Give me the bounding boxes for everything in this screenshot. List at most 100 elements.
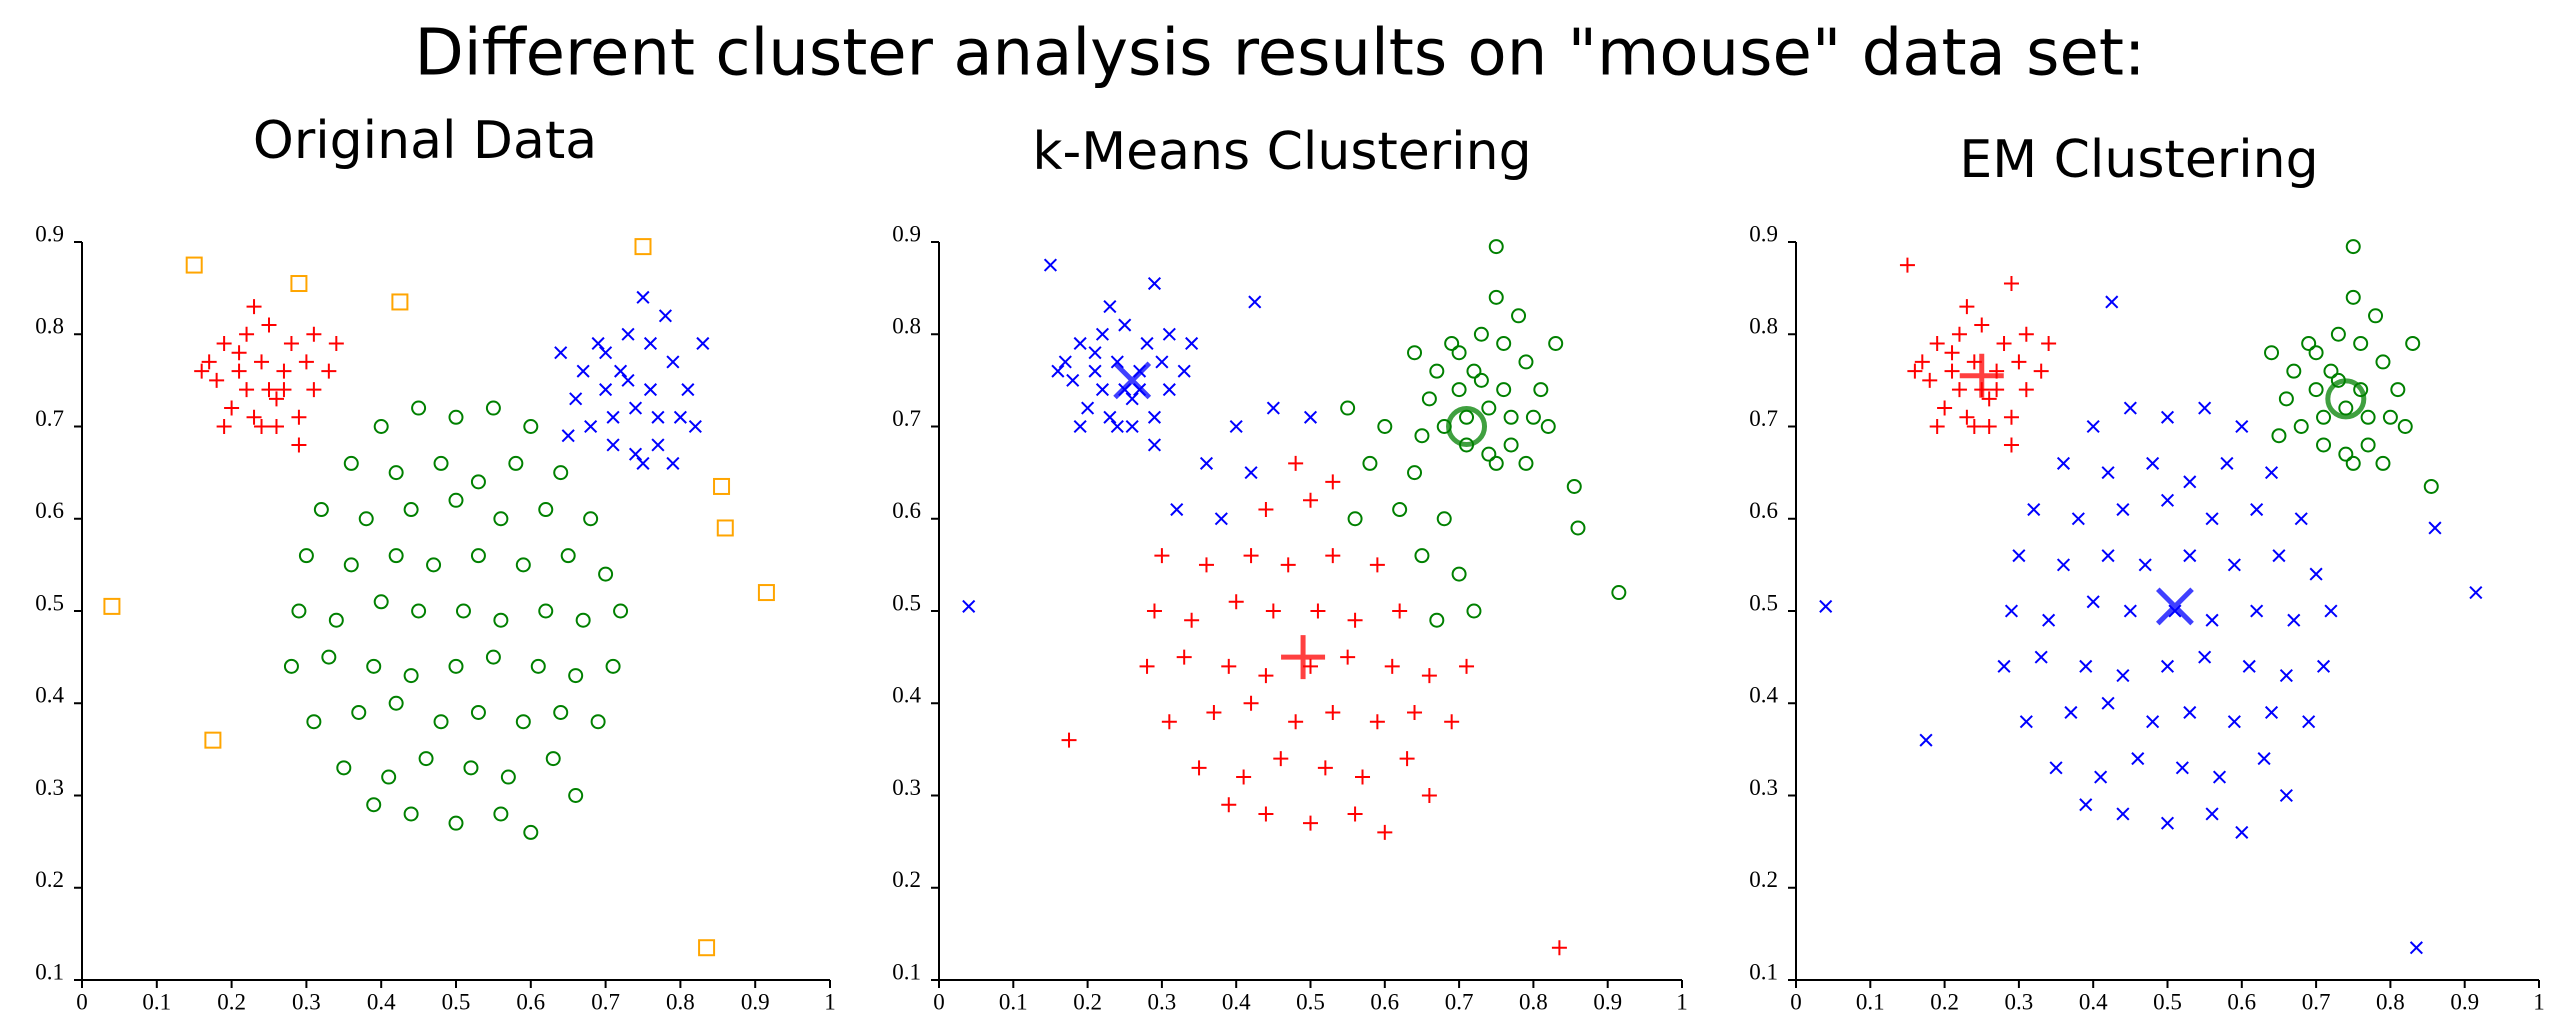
data-point: [1570, 520, 1586, 536]
data-point: [1488, 455, 1504, 471]
data-point: [605, 658, 621, 674]
data-point: [216, 335, 232, 351]
data-point: [2198, 650, 2212, 664]
x-tick-label: 0.3: [1148, 989, 1177, 1014]
data-point: [448, 492, 464, 508]
data-point: [411, 603, 427, 619]
x-tick-label: 0.8: [2376, 989, 2405, 1014]
data-point: [1073, 336, 1087, 351]
cluster-center: [1446, 406, 1488, 447]
data-point: [2345, 289, 2361, 305]
data-point: [366, 797, 382, 813]
data-point: [1103, 410, 1117, 424]
data-point: [2027, 502, 2041, 517]
x-tick-label: 0.3: [2005, 989, 2034, 1014]
data-point: [1414, 548, 1430, 564]
data-point: [2375, 354, 2391, 370]
data-point: [2019, 715, 2033, 729]
data-point: [433, 714, 449, 730]
data-point: [493, 612, 509, 628]
data-point: [306, 714, 322, 730]
data-point: [1421, 668, 1437, 684]
data-point: [636, 290, 650, 304]
data-point: [1511, 308, 1527, 324]
x-tick-label: 0.2: [217, 989, 246, 1014]
data-point: [1103, 300, 1117, 314]
x-tick-label: 0.7: [591, 989, 620, 1014]
x-tick-label: 0.2: [1930, 989, 1959, 1014]
data-point: [1444, 335, 1460, 351]
x-tick-label: 0.9: [2450, 989, 2479, 1014]
data-point: [2309, 567, 2323, 581]
data-point: [1907, 363, 1923, 379]
data-point: [2116, 669, 2130, 683]
data-point: [2308, 345, 2324, 361]
data-point: [1937, 400, 1953, 416]
data-point: [2360, 409, 2376, 425]
data-point: [1258, 668, 1274, 684]
data-point: [291, 437, 307, 453]
data-point: [1317, 760, 1333, 776]
x-tick-label: 0.2: [1073, 989, 1102, 1014]
data-point: [2338, 446, 2354, 462]
data-point: [1451, 566, 1467, 582]
data-point: [1347, 612, 1363, 628]
data-point: [2272, 549, 2286, 563]
data-point: [426, 557, 442, 573]
data-point: [523, 824, 539, 840]
y-tick-label: 0.3: [35, 775, 64, 800]
data-point: [1177, 364, 1191, 378]
data-point: [1997, 659, 2011, 673]
data-point: [1414, 428, 1430, 444]
x-tick-label: 1: [2533, 989, 2545, 1014]
data-point: [1199, 456, 1214, 470]
data-point: [590, 714, 606, 730]
data-point: [1407, 345, 1423, 361]
data-point: [1922, 372, 1938, 388]
y-tick-label: 0.2: [35, 867, 64, 892]
x-tick-label: 0.5: [1296, 989, 1325, 1014]
data-point: [1421, 391, 1437, 407]
data-point: [696, 336, 710, 351]
data-point: [2316, 659, 2331, 673]
data-point: [328, 335, 344, 351]
data-point: [2353, 382, 2369, 398]
data-point: [2079, 659, 2093, 673]
data-point: [1184, 612, 1200, 628]
data-point: [1229, 419, 1243, 434]
data-point: [1481, 400, 1497, 416]
data-point: [321, 649, 337, 665]
x-tick-label: 0: [933, 989, 945, 1014]
data-point: [298, 354, 314, 370]
y-tick-label: 0.6: [1749, 498, 1778, 523]
data-point: [568, 668, 584, 684]
data-point: [2101, 549, 2115, 563]
data-point: [2264, 466, 2279, 480]
data-point: [2116, 807, 2130, 821]
y-tick-label: 0.9: [892, 221, 921, 246]
data-point: [1899, 257, 1915, 273]
data-point: [500, 769, 516, 785]
data-point: [1959, 409, 1975, 425]
data-point: [2101, 466, 2115, 480]
data-point: [530, 658, 546, 674]
data-point: [1525, 409, 1541, 425]
data-point: [2353, 335, 2369, 351]
y-tick-label: 0.9: [35, 221, 64, 246]
data-point: [1496, 335, 1512, 351]
data-point: [209, 372, 225, 388]
data-point: [388, 548, 404, 564]
data-point: [391, 293, 409, 311]
x-tick-label: 1: [1676, 989, 1688, 1014]
data-point: [1236, 769, 1252, 785]
chart-title: k-Means Clustering: [1032, 122, 1531, 182]
data-point: [1191, 760, 1207, 776]
data-point: [388, 465, 404, 481]
data-point: [2227, 715, 2241, 729]
data-point: [2220, 456, 2234, 470]
x-tick-label: 0.4: [1222, 989, 1251, 1014]
y-tick-label: 0.7: [1749, 406, 1778, 431]
data-point: [2250, 502, 2264, 517]
data-point: [1273, 751, 1289, 767]
data-point: [373, 419, 389, 434]
